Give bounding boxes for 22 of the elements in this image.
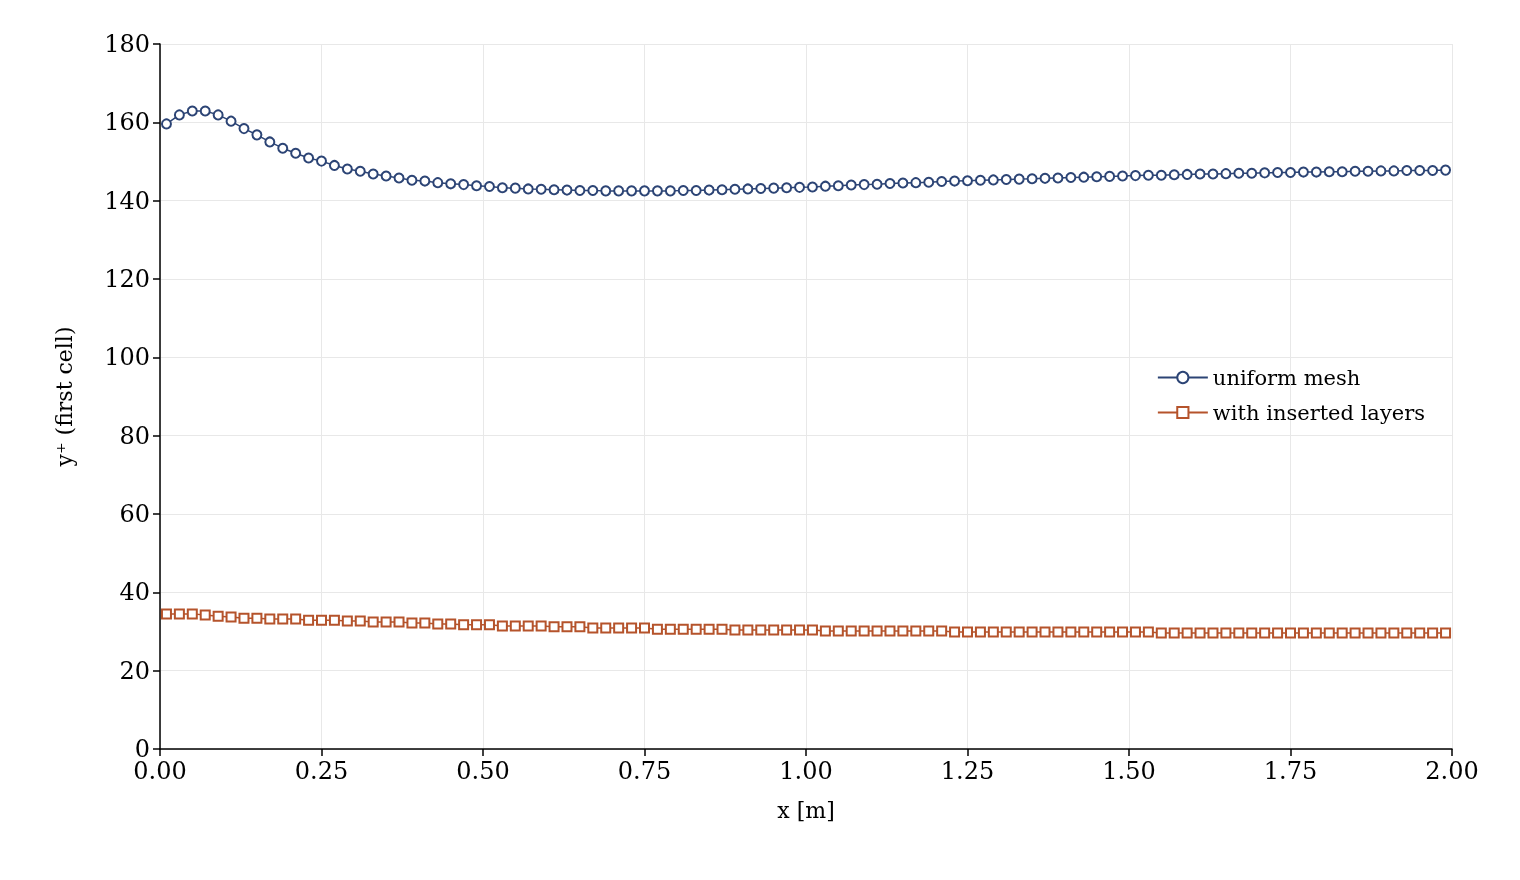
x-tick-label: 1.75: [1263, 757, 1318, 785]
legend-label: with inserted layers: [1212, 400, 1426, 425]
x-tick-label: 0.25: [294, 757, 349, 785]
y-tick-label: 60: [119, 500, 150, 528]
x-tick-label: 0.75: [617, 757, 672, 785]
x-tick-label: 1.25: [940, 757, 995, 785]
x-tick-label: 2.00: [1425, 757, 1479, 785]
x-tick-label: 1.50: [1102, 757, 1156, 785]
y-tick-label: 80: [119, 421, 150, 450]
y-tick-label: 120: [104, 265, 150, 293]
y-tick-label: 20: [119, 656, 150, 685]
y-tick-label: 180: [104, 30, 150, 58]
y-tick-label: 160: [104, 108, 150, 137]
y-axis-title: y⁺ (first cell): [51, 326, 77, 468]
y-tick-label: 40: [119, 578, 150, 607]
legend-label: uniform mesh: [1212, 365, 1361, 390]
x-tick-label: 0.50: [456, 757, 510, 785]
x-axis-title: x [m]: [777, 797, 835, 823]
x-tick-label: 0.00: [133, 757, 187, 785]
x-tick-label: 1.00: [779, 757, 833, 785]
y-tick-label: 140: [104, 186, 150, 215]
y-tick-label: 100: [104, 343, 150, 372]
